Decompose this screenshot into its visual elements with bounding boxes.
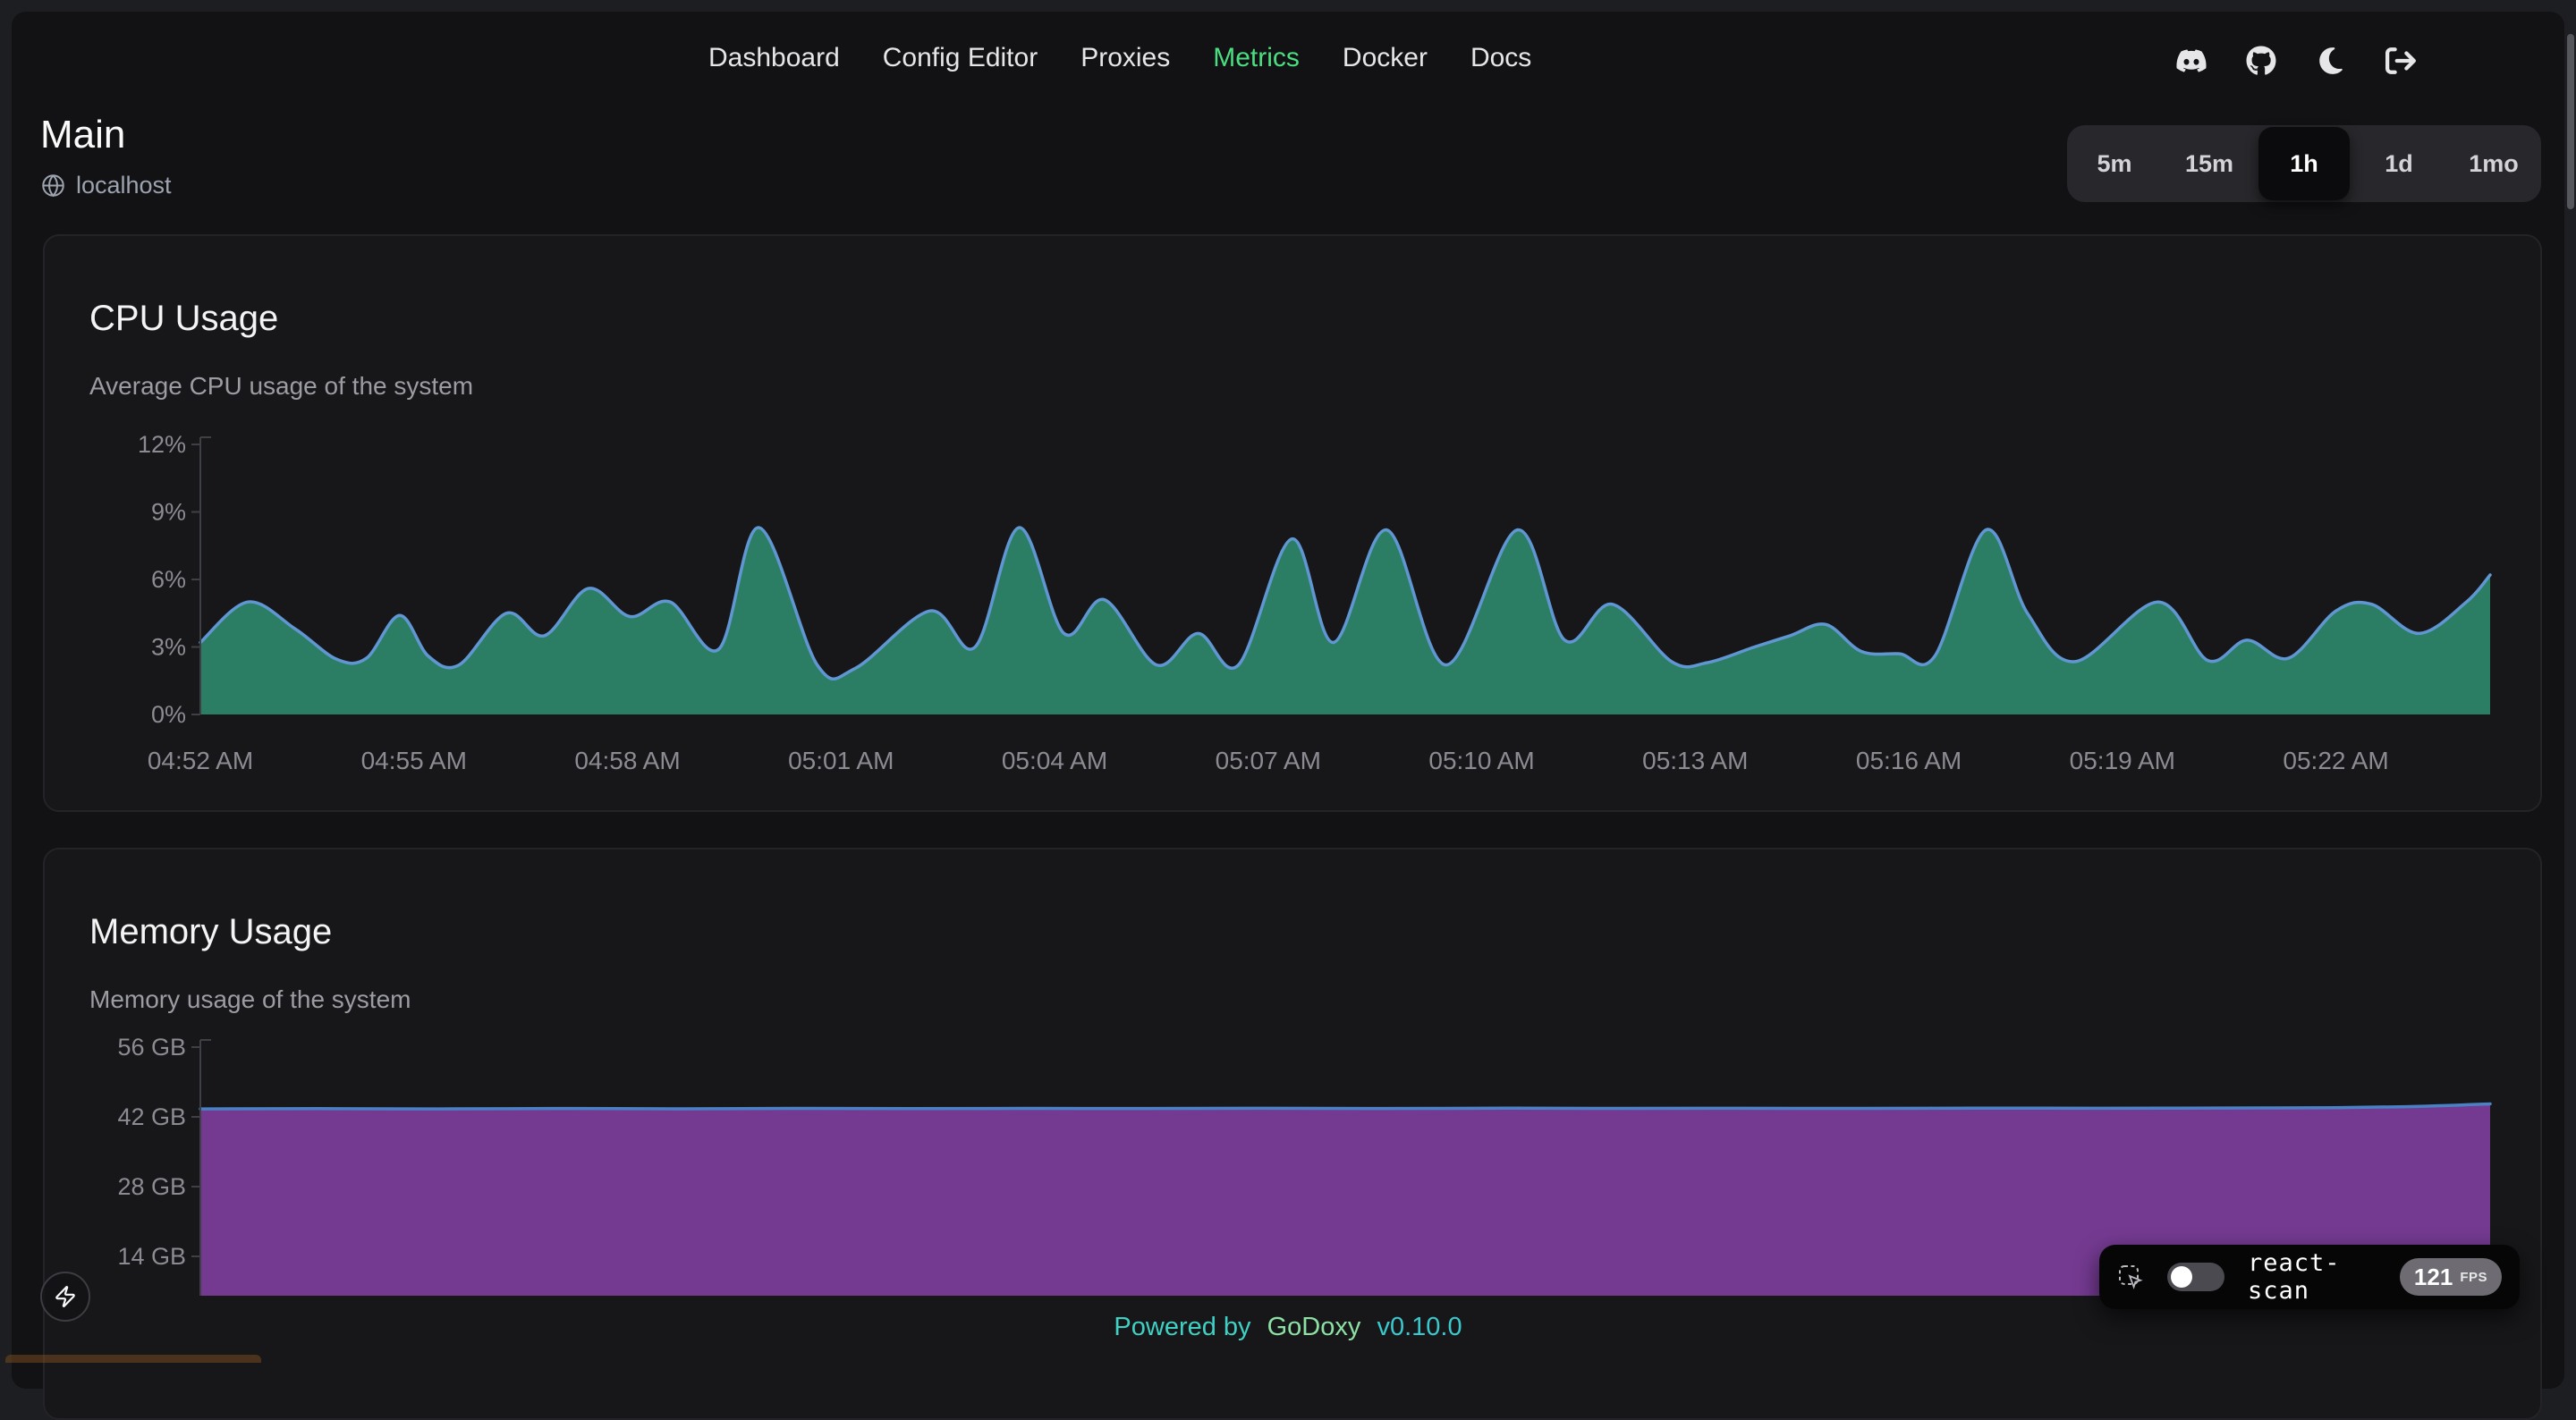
cpu-usage-card: CPU Usage Average CPU usage of the syste…	[43, 234, 2542, 812]
svg-text:04:52 AM: 04:52 AM	[148, 747, 253, 774]
svg-text:9%: 9%	[151, 499, 186, 526]
host-label: localhost	[76, 172, 172, 199]
react-scan-toggle[interactable]	[2167, 1263, 2224, 1291]
globe-icon	[41, 173, 65, 198]
lightning-button[interactable]	[40, 1272, 90, 1322]
time-range-selector: 5m15m1h1d1mo	[2067, 125, 2541, 202]
footer-brand-link[interactable]: GoDoxy	[1267, 1313, 1361, 1341]
fps-value: 121	[2414, 1264, 2453, 1291]
nav-item-docs[interactable]: Docs	[1470, 43, 1531, 73]
svg-text:05:10 AM: 05:10 AM	[1428, 747, 1534, 774]
time-range-option-5m[interactable]: 5m	[2069, 127, 2160, 200]
svg-text:05:16 AM: 05:16 AM	[1856, 747, 1962, 774]
nav-item-proxies[interactable]: Proxies	[1080, 43, 1170, 73]
svg-text:12%: 12%	[138, 431, 186, 458]
svg-text:42 GB: 42 GB	[117, 1103, 186, 1130]
lightning-icon	[54, 1285, 77, 1308]
main-nav: Dashboard Config Editor Proxies Metrics Dock…	[708, 43, 1531, 73]
time-range-option-1h[interactable]: 1h	[2258, 127, 2350, 200]
svg-text:6%: 6%	[151, 566, 186, 593]
react-scan-toolbar: react-scan 121 FPS	[2099, 1245, 2520, 1309]
memory-card-subtitle: Memory usage of the system	[89, 985, 411, 1014]
header-icon-group	[2175, 45, 2417, 77]
svg-text:05:04 AM: 05:04 AM	[1002, 747, 1107, 774]
footer-version: v0.10.0	[1377, 1313, 1462, 1341]
svg-text:0%: 0%	[151, 701, 186, 728]
svg-text:05:13 AM: 05:13 AM	[1642, 747, 1748, 774]
page-title: Main	[40, 113, 125, 157]
time-range-option-15m[interactable]: 15m	[2164, 127, 2255, 200]
inspect-icon[interactable]	[2117, 1264, 2144, 1290]
svg-text:04:55 AM: 04:55 AM	[361, 747, 467, 774]
fps-badge: 121 FPS	[2400, 1258, 2502, 1296]
footer: Powered by GoDoxy v0.10.0	[0, 1313, 2576, 1342]
moon-icon[interactable]	[2315, 45, 2347, 77]
react-scan-label: react-scan	[2248, 1249, 2377, 1305]
svg-text:28 GB: 28 GB	[117, 1173, 186, 1200]
nav-item-config-editor[interactable]: Config Editor	[883, 43, 1038, 73]
cpu-card-subtitle: Average CPU usage of the system	[89, 372, 473, 401]
github-icon[interactable]	[2245, 45, 2277, 77]
host-row: localhost	[41, 172, 172, 199]
logout-icon[interactable]	[2385, 45, 2417, 77]
scrollbar-thumb[interactable]	[2567, 34, 2574, 209]
svg-text:14 GB: 14 GB	[117, 1243, 186, 1270]
fps-unit: FPS	[2460, 1270, 2487, 1285]
nav-item-dashboard[interactable]: Dashboard	[708, 43, 840, 73]
cpu-card-title: CPU Usage	[89, 299, 278, 339]
svg-text:05:19 AM: 05:19 AM	[2070, 747, 2175, 774]
footer-powered-by: Powered by	[1114, 1313, 1250, 1341]
time-range-option-1mo[interactable]: 1mo	[2448, 127, 2539, 200]
svg-text:05:07 AM: 05:07 AM	[1216, 747, 1321, 774]
svg-text:3%: 3%	[151, 634, 186, 661]
cpu-usage-chart: 0% 3% 6% 9% 12% 04:52 AM 04:55 AM 04:58 AM 05:01…	[91, 422, 2524, 780]
svg-text:56 GB: 56 GB	[117, 1034, 186, 1061]
nav-item-metrics[interactable]: Metrics	[1213, 43, 1300, 73]
memory-card-title: Memory Usage	[89, 912, 332, 952]
nav-item-docker[interactable]: Docker	[1343, 43, 1428, 73]
svg-text:04:58 AM: 04:58 AM	[574, 747, 680, 774]
time-range-option-1d[interactable]: 1d	[2353, 127, 2445, 200]
bottom-edge-glow	[5, 1355, 261, 1363]
toggle-knob	[2171, 1266, 2192, 1288]
svg-text:05:22 AM: 05:22 AM	[2283, 747, 2388, 774]
svg-text:05:01 AM: 05:01 AM	[788, 747, 894, 774]
discord-icon[interactable]	[2175, 45, 2207, 77]
